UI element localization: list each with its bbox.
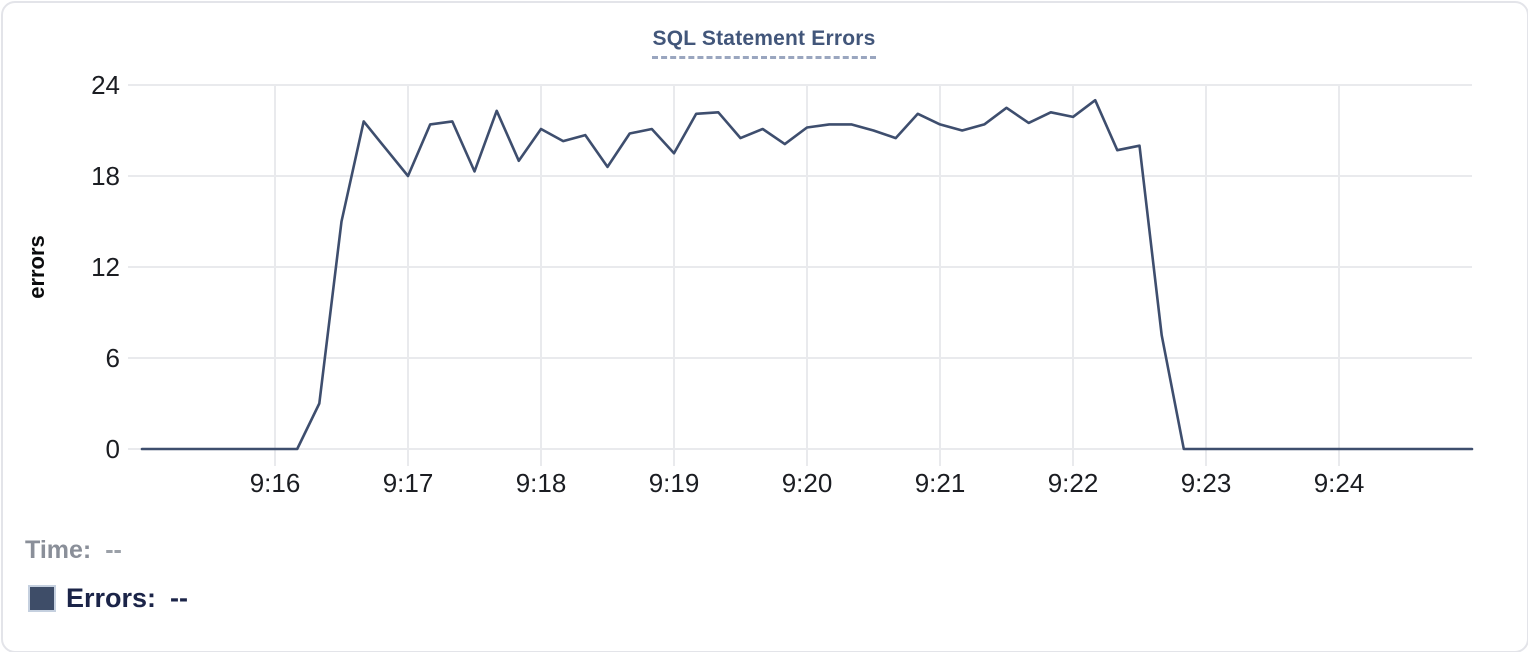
x-tick-label: 9:16 — [250, 468, 301, 498]
y-tick-label: 18 — [91, 161, 120, 191]
y-tick-label: 24 — [91, 70, 120, 100]
y-tick-label: 12 — [91, 252, 120, 282]
y-tick-label: 6 — [106, 343, 120, 373]
time-label: Time: — [25, 536, 92, 564]
time-value: -- — [105, 536, 122, 564]
errors-value: -- — [170, 583, 189, 613]
x-tick-label: 9:24 — [1314, 468, 1365, 498]
errors-series-swatch — [28, 585, 56, 612]
x-tick-label: 9:19 — [649, 468, 700, 498]
x-tick-label: 9:21 — [915, 468, 966, 498]
chart-title-row: SQL Statement Errors — [0, 27, 1528, 59]
x-tick-label: 9:17 — [383, 468, 434, 498]
errors-line-chart[interactable]: 0 6 12 18 24 9:16 9:17 9:18 9:19 9:20 9:21 9:22 9:23… — [0, 0, 1528, 508]
readout-errors-row: Errors: -- — [28, 583, 188, 614]
y-axis-title: errors — [24, 235, 49, 299]
y-tick-label: 0 — [106, 434, 120, 464]
x-tick-label: 9:18 — [516, 468, 567, 498]
error-series-line — [140, 98, 1474, 451]
x-tick-label: 9:23 — [1181, 468, 1232, 498]
x-tick-label: 9:22 — [1048, 468, 1099, 498]
errors-label: Errors: — [66, 583, 157, 613]
x-tick-label: 9:20 — [782, 468, 833, 498]
chart-title[interactable]: SQL Statement Errors — [652, 27, 876, 59]
readout-time-row: Time: -- — [25, 536, 122, 565]
